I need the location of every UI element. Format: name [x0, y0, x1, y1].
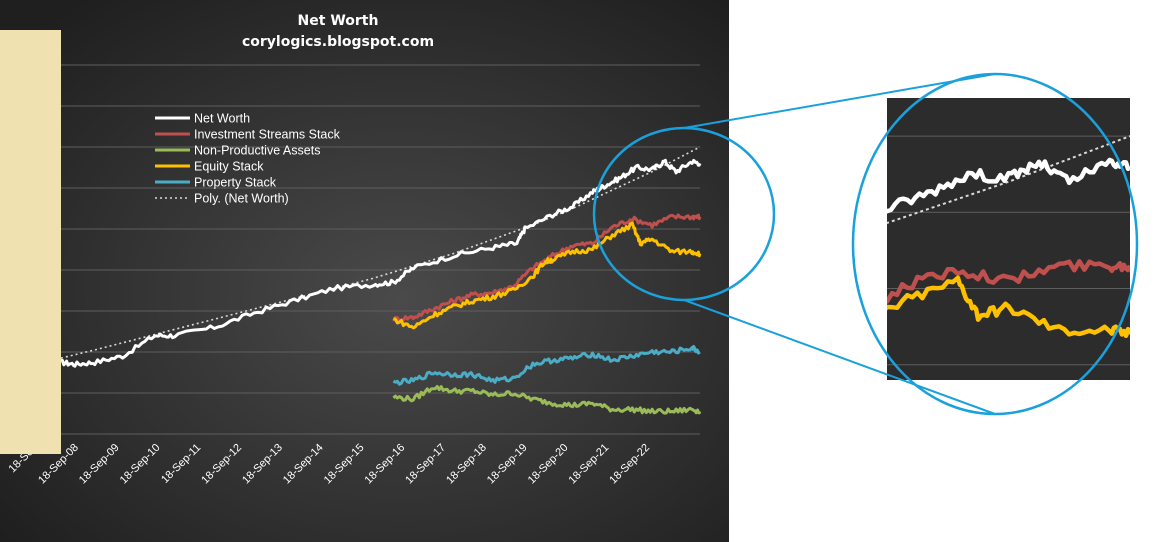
grid-lines [61, 64, 700, 435]
chart-area [0, 0, 729, 542]
left-overlay-panel [0, 30, 61, 454]
legend-label-poly-net-worth: Poly. (Net Worth) [194, 192, 289, 206]
chart-title: Net Worth [298, 13, 379, 29]
series-line-non-productive-assets [392, 385, 702, 415]
legend-label-property-stack: Property Stack [194, 176, 277, 190]
legend-label-net-worth: Net Worth [194, 112, 250, 126]
legend: Net Worth Investment Streams Stack Non-Pro… [155, 112, 341, 206]
legend-label-investment-streams-stack: Investment Streams Stack [194, 128, 341, 142]
plot-area [60, 146, 702, 415]
connector-line-top [683, 73, 996, 129]
zoom-series-line-investment-streams-stack [887, 259, 1130, 304]
zoom-circle [851, 72, 1139, 416]
series-line-investment-streams-stack [392, 213, 702, 323]
legend-label-equity-stack: Equity Stack [194, 160, 264, 174]
connector-line-bottom [683, 299, 996, 415]
series-line-equity-stack [393, 221, 702, 330]
zoom-plot-area [887, 135, 1130, 339]
chart-subtitle: corylogics.blogspot.com [242, 34, 434, 50]
zoom-panel [887, 98, 1130, 380]
series-line-property-stack [392, 344, 701, 386]
zoom-series-line-net-worth [887, 157, 1130, 214]
zoom-series-line-equity-stack [887, 275, 1130, 339]
series-line-net-worth [60, 158, 702, 368]
legend-label-non-productive-assets: Non-Productive Assets [194, 144, 320, 158]
